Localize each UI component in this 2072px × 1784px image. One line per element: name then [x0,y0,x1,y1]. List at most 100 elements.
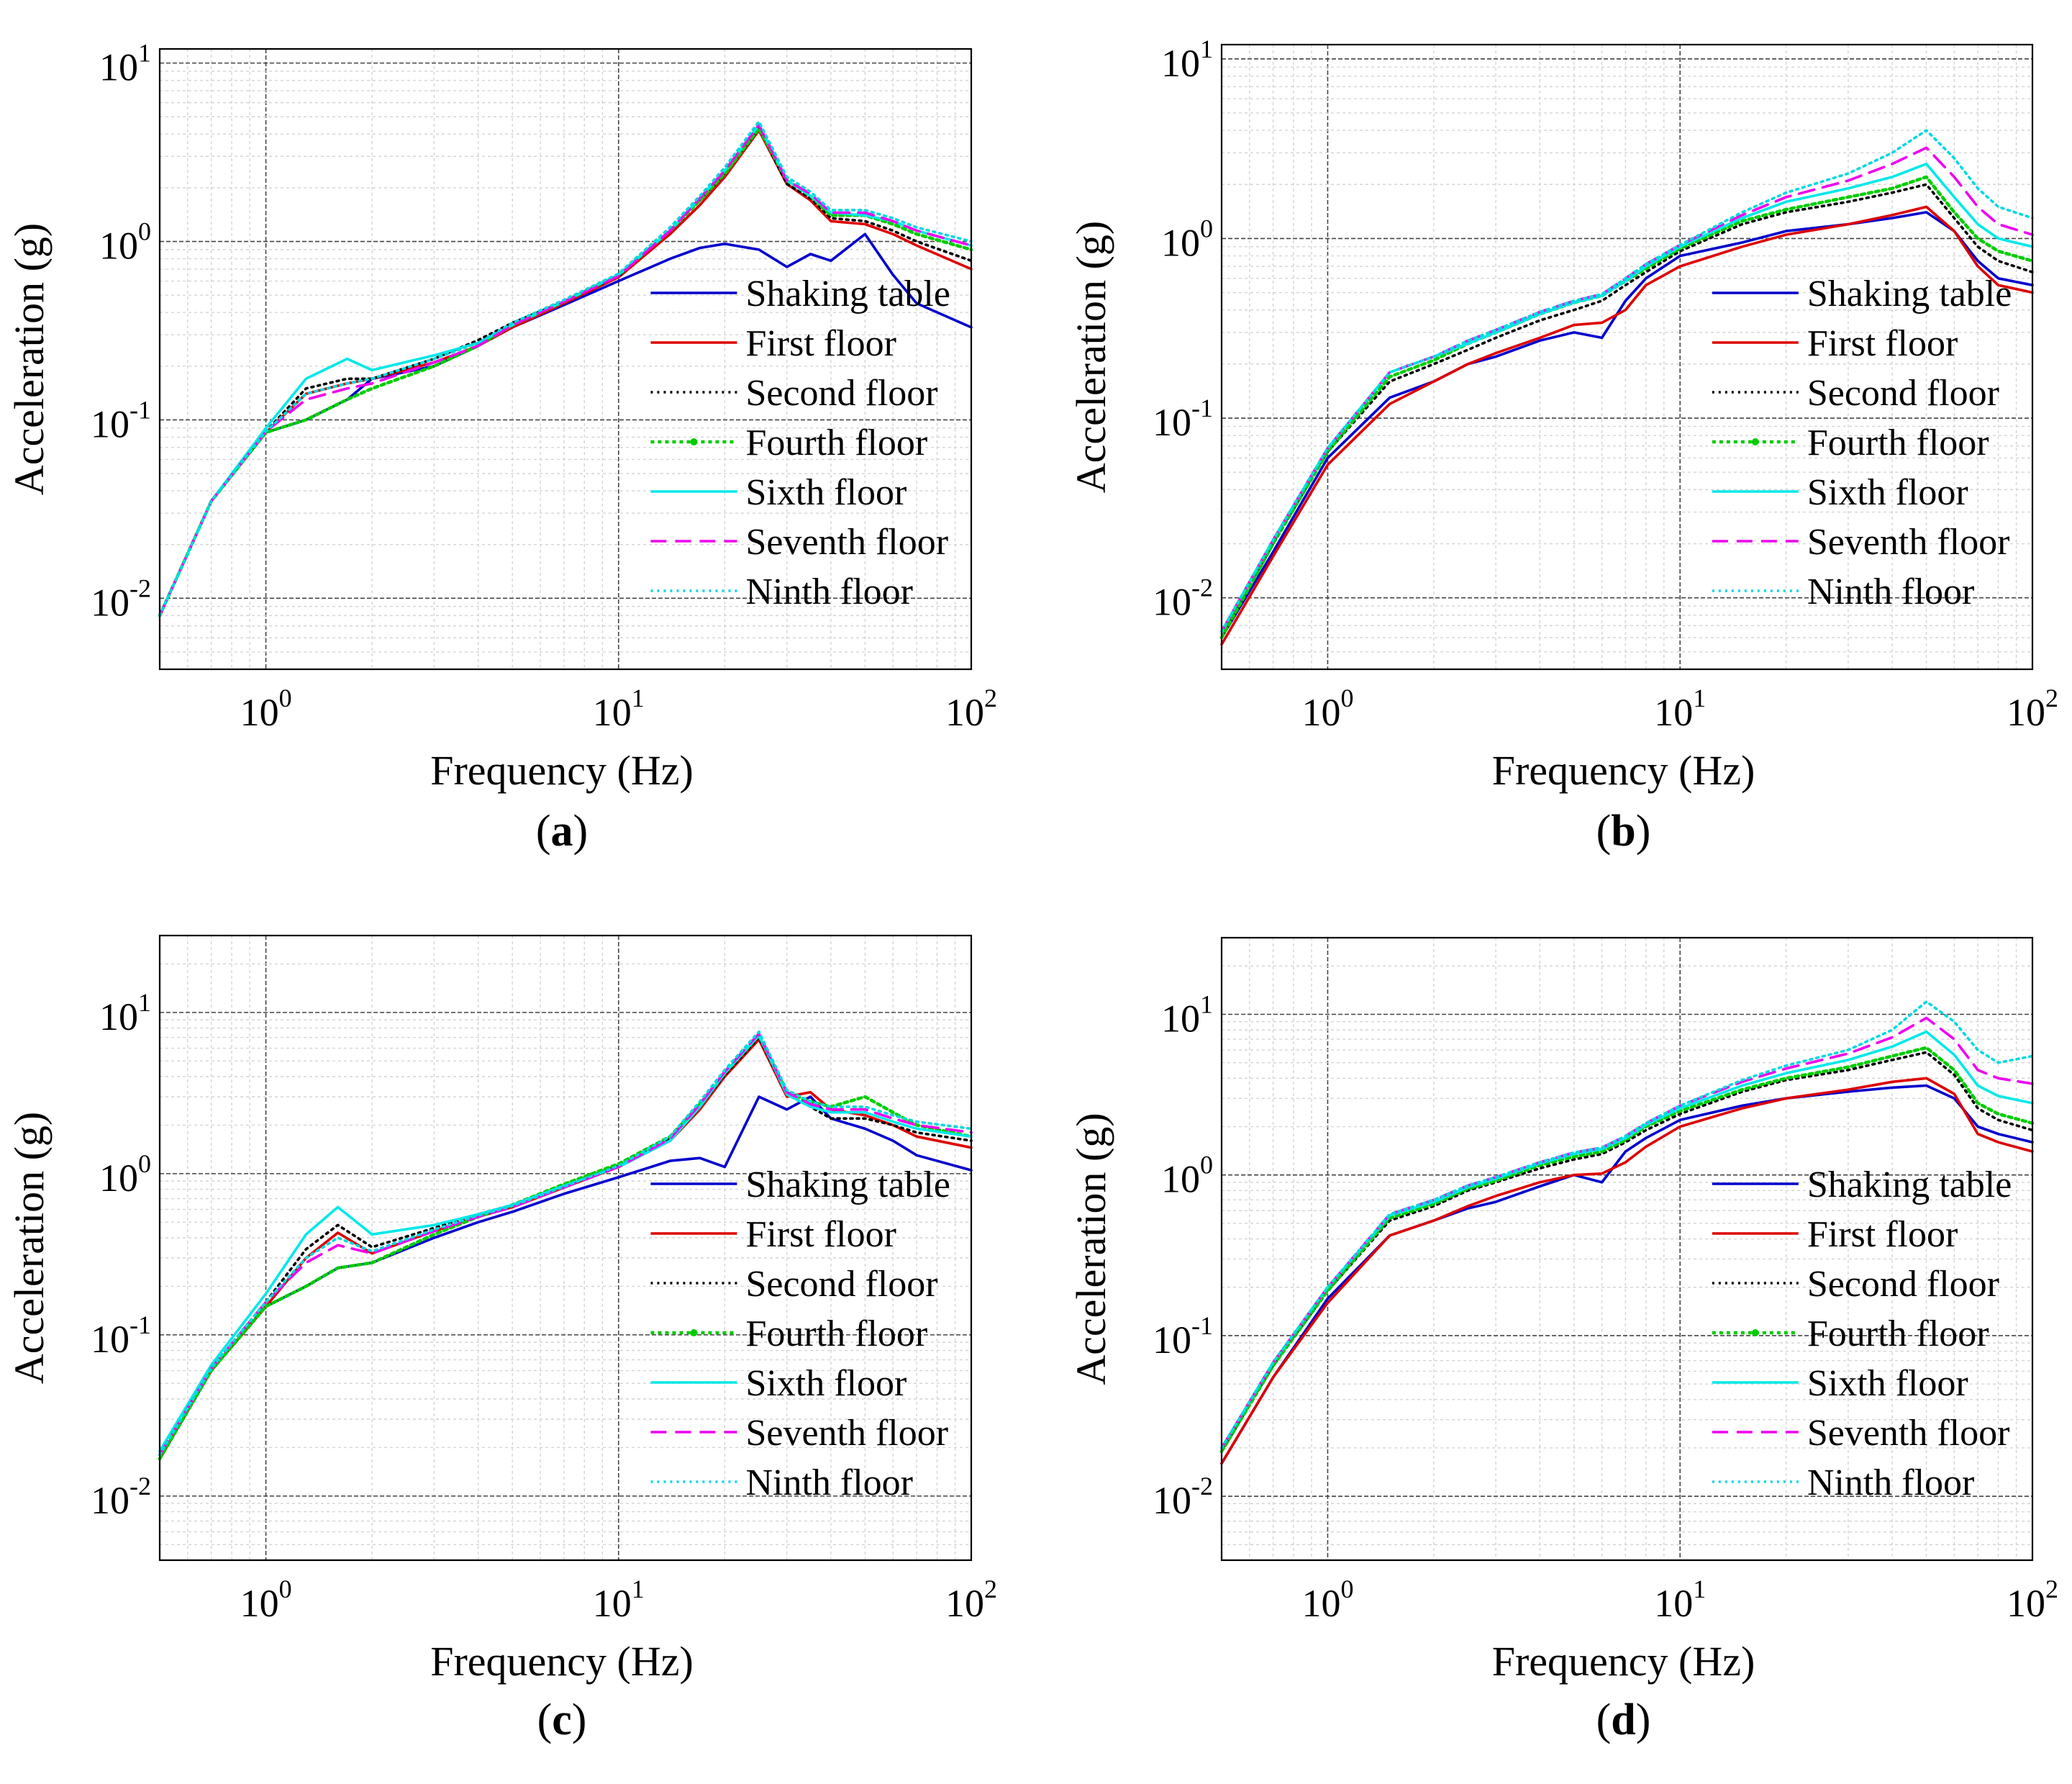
x-axis-title: Frequency (Hz) [1492,1638,1755,1685]
legend-label: Shaking table [745,273,950,314]
series-line-second-floor [1220,183,2034,639]
axes-box [158,47,973,671]
series-line-second-floor [1220,1051,2034,1453]
y-tick-label: 10-1 [91,1310,151,1361]
plot-area [1222,938,2032,1560]
series-line-seventh-floor [158,1032,973,1457]
legend-label: Sixth floor [745,472,906,513]
series-line-first-floor [1220,1077,2034,1465]
panel-label: (a) [536,807,588,856]
y-tick-label: 101 [99,39,151,89]
legend: Shaking table First floor Second floor Four… [1712,273,2012,612]
legend-label: First floor [1807,1214,1958,1255]
x-axis-title: Frequency (Hz) [430,747,694,794]
axes-box [1220,936,2034,1562]
y-tick-label: 100 [1161,1151,1213,1201]
chart-panel-b: 100 101 102 10-2 10-1 100 101 Frequency (Hz) Acc… [1068,35,2058,856]
legend-label: Seventh floor [1807,1413,2010,1454]
legend-label: Shaking table [1807,1164,2012,1205]
x-tick-label: 102 [2007,684,2058,734]
x-tick-label: 102 [2007,1575,2058,1625]
legend-label: First floor [1807,323,1958,364]
legend-label: Second floor [745,1264,937,1305]
y-axis-title: Acceleration (g) [1068,221,1114,493]
x-tick-label: 100 [240,684,292,734]
series-line-ninth-floor [158,1030,973,1457]
legend: Shaking table First floor Second floor Four… [650,1164,950,1503]
y-axis-title: Acceleration (g) [6,1112,53,1384]
legend-label: Second floor [745,373,937,414]
legend-label: Sixth floor [745,1363,906,1404]
x-axis-title: Frequency (Hz) [430,1638,694,1685]
legend-label: Seventh floor [745,1413,948,1454]
legend-label: Seventh floor [745,522,948,563]
x-tick-label: 100 [1301,684,1353,734]
y-tick-label: 10-1 [91,395,151,445]
x-tick-label: 100 [1301,1575,1353,1625]
legend-marker [1751,1329,1759,1336]
legend-marker [1751,438,1759,445]
x-axis-title: Frequency (Hz) [1492,747,1755,794]
legend-label: Seventh floor [1807,522,2010,563]
chart-panel-d: 100 101 102 10-2 10-1 100 101 Frequency (Hz) Acc… [1068,936,2058,1744]
chart-panel-a: 100 101 102 10-2 10-1 100 101 Frequency (Hz) Acc… [6,39,997,856]
chart-panel-c: 100 101 102 10-2 10-1 100 101 Frequency (Hz) Acc… [6,934,997,1744]
legend-label: First floor [745,323,896,364]
x-tick-label: 101 [1654,1575,1706,1625]
legend-label: Ninth floor [745,1462,913,1503]
legend-label: Fourth floor [1807,1313,1989,1354]
legend-label: Second floor [1807,1264,1999,1305]
y-tick-label: 100 [1161,214,1213,264]
y-tick-label: 10-2 [1153,574,1213,624]
y-tick-label: 100 [99,217,151,268]
series-line-fourth-floor [1219,1046,2035,1454]
panel-label: (d) [1596,1695,1651,1744]
legend-label: Fourth floor [1807,422,1989,463]
x-tick-label: 101 [593,1575,645,1625]
legend: Shaking table First floor Second floor Four… [650,273,950,612]
y-axis-title: Acceleration (g) [1068,1113,1114,1385]
y-tick-label: 10-2 [91,1472,151,1522]
x-tick-label: 100 [240,1575,292,1625]
legend-label: Ninth floor [745,571,913,612]
plot-area [160,936,971,1560]
x-tick-label: 101 [593,684,645,734]
y-axis-title: Acceleration (g) [6,223,53,495]
x-tick-label: 102 [945,684,997,734]
x-tick-label: 102 [945,1575,997,1625]
legend-label: Shaking table [745,1164,950,1205]
axes-box [1220,43,2034,671]
legend-label: Ninth floor [1807,571,1975,612]
legend-label: Fourth floor [745,1313,927,1354]
series-line-sixth-floor [158,1034,973,1453]
series-line-ninth-floor [1220,129,2034,633]
y-tick-label: 101 [1161,990,1213,1041]
y-tick-label: 10-1 [1153,1311,1213,1362]
series-line-first-floor [1220,205,2034,646]
legend-marker [690,1329,698,1336]
series-line-ninth-floor [158,120,973,617]
panel-label: (b) [1596,807,1651,856]
legend-label: Sixth floor [1807,472,1968,513]
legend-label: Fourth floor [745,422,927,463]
plot-area [160,49,971,669]
y-tick-label: 10-2 [91,574,151,624]
y-tick-label: 100 [99,1149,151,1200]
legend: Shaking table First floor Second floor Four… [1712,1164,2012,1503]
y-tick-label: 101 [1161,35,1213,85]
series-line-ninth-floor [1220,1000,2034,1449]
legend-label: Ninth floor [1807,1462,1975,1503]
legend-label: First floor [745,1214,896,1255]
series-line-seventh-floor [158,123,973,617]
legend-label: Second floor [1807,373,1999,414]
legend-label: Shaking table [1807,273,2012,314]
y-tick-label: 101 [99,988,151,1038]
series-line-sixth-floor [1220,1030,2034,1449]
series-line-shaking-table [1220,211,2034,639]
y-tick-label: 10-2 [1153,1472,1213,1522]
legend-marker [690,438,698,445]
panel-label: (c) [537,1695,587,1744]
x-tick-label: 101 [1654,684,1706,734]
legend-label: Sixth floor [1807,1363,1968,1404]
